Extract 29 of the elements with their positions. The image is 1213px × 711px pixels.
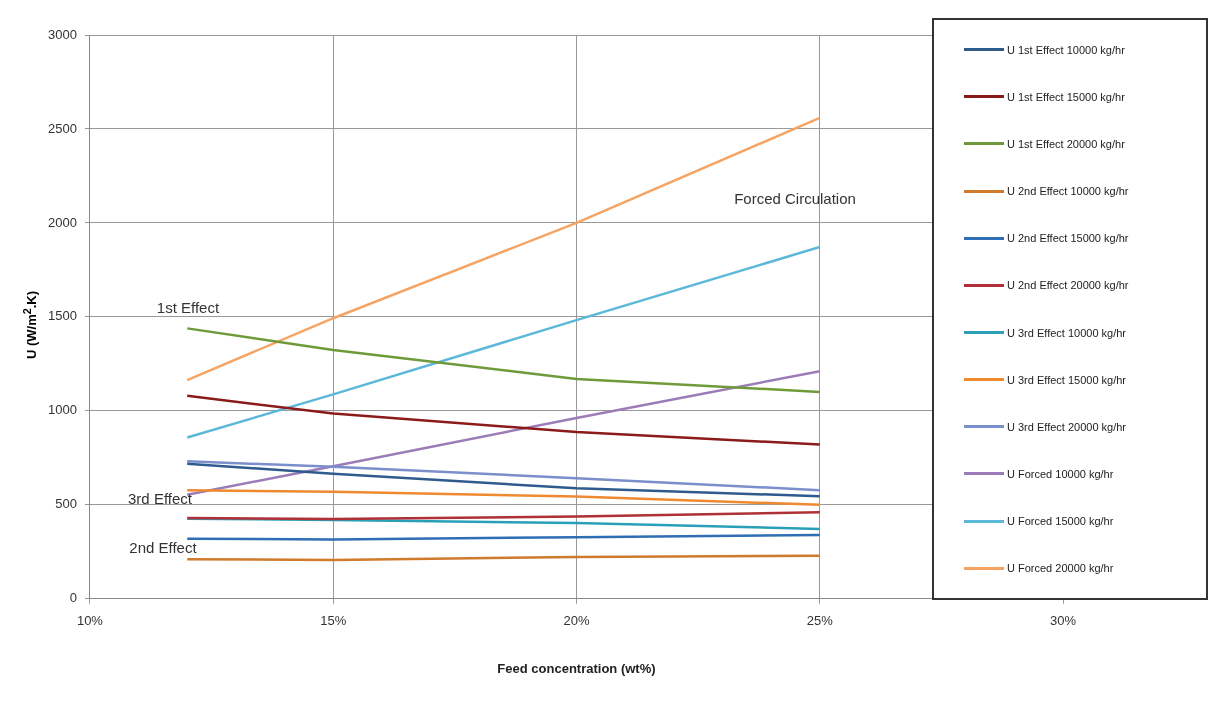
legend-label: U 3rd Effect 10000 kg/hr	[1007, 326, 1127, 339]
legend-label: U 1st Effect 10000 kg/hr	[1007, 43, 1125, 56]
x-axis-title: Feed concentration (wt%)	[497, 660, 656, 676]
x-tick-label: 25%	[806, 613, 834, 629]
x-tick-label: 15%	[320, 613, 347, 629]
annotation: 3rd Effect	[128, 489, 192, 507]
x-tick-label: 30%	[1049, 613, 1077, 629]
y-tick-label: 500	[55, 496, 77, 512]
legend-label: U Forced 10000 kg/hr	[1007, 467, 1114, 480]
annotation: 2nd Effect	[129, 538, 197, 556]
legend-label: U Forced 20000 kg/hr	[1007, 562, 1114, 575]
legend-label: U 1st Effect 20000 kg/hr	[1007, 137, 1125, 150]
x-tick-label: 20%	[563, 613, 590, 629]
legend-label: U 3rd Effect 15000 kg/hr	[1007, 373, 1127, 386]
y-tick-label: 1000	[48, 402, 77, 418]
legend-label: U 1st Effect 15000 kg/hr	[1007, 90, 1125, 103]
legend-label: U 2nd Effect 15000 kg/hr	[1007, 232, 1129, 245]
legend-label: U Forced 15000 kg/hr	[1007, 515, 1114, 528]
y-tick-label: 2000	[48, 214, 77, 230]
annotation: 1st Effect	[156, 298, 220, 316]
legend-label: U 2nd Effect 10000 kg/hr	[1007, 185, 1129, 198]
y-tick-label: 3000	[48, 26, 77, 42]
y-tick-label: 1500	[48, 308, 77, 324]
legend-label: U 2nd Effect 20000 kg/hr	[1007, 279, 1129, 292]
legend-label: U 3rd Effect 20000 kg/hr	[1007, 420, 1127, 433]
y-tick-label: 2500	[48, 120, 77, 136]
annotation: Forced Circulation	[734, 189, 856, 207]
y-tick-label: 0	[69, 590, 77, 606]
x-tick-label: 10%	[76, 613, 104, 629]
